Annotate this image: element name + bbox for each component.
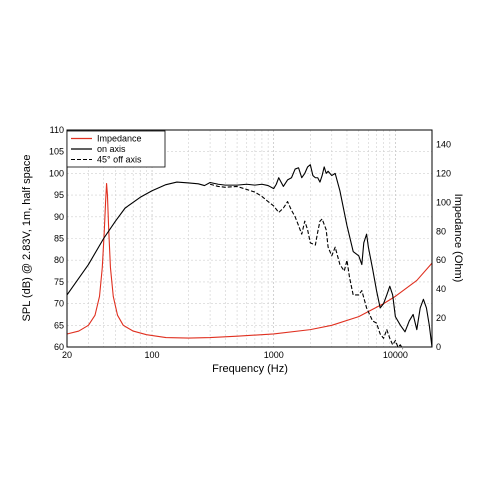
left-tick-label: 90 — [54, 212, 64, 222]
left-tick-label: 80 — [54, 255, 64, 265]
right-tick-label: 0 — [436, 342, 441, 352]
right-tick-label: 120 — [436, 168, 451, 178]
left-tick-label: 75 — [54, 277, 64, 287]
legend: Impedance on axis 45° off axis — [66, 130, 166, 168]
legend-label-off-axis: 45° off axis — [97, 155, 142, 165]
left-tick-label: 100 — [49, 168, 64, 178]
x-tick-label: 1000 — [264, 350, 284, 360]
x-tick-label: 20 — [62, 350, 72, 360]
left-tick-label: 105 — [49, 147, 64, 157]
right-tick-label: 60 — [436, 255, 446, 265]
left-tick-label: 85 — [54, 234, 64, 244]
x-tick-label: 10000 — [383, 350, 408, 360]
legend-label-impedance: Impedance — [97, 134, 142, 144]
series-line-45-off-axis — [209, 183, 404, 350]
right-axis-title: Impedance (Ohm) — [452, 194, 464, 283]
right-tick-label: 100 — [436, 197, 451, 207]
left-tick-label: 60 — [54, 342, 64, 352]
series-line-impedance — [66, 182, 433, 339]
left-tick-label: 70 — [54, 299, 64, 309]
left-tick-label: 95 — [54, 190, 64, 200]
series-line-on-axis — [66, 164, 433, 348]
ticks-layer: 60 65 70 75 80 85 90 95 100 105 110 0 20 40 60 80 100 120… — [49, 125, 451, 360]
left-axis-title: SPL (dB) @ 2.83V, 1m, half space — [21, 155, 33, 322]
legend-label-on-axis: on axis — [97, 144, 126, 154]
plot-frame — [66, 129, 433, 348]
left-tick-label: 110 — [50, 125, 64, 135]
right-tick-label: 40 — [436, 284, 446, 294]
right-tick-label: 140 — [436, 139, 451, 149]
left-tick-label: 65 — [54, 320, 64, 330]
right-tick-label: 20 — [436, 313, 446, 323]
series-layer — [66, 164, 433, 350]
x-tick-label: 100 — [145, 350, 160, 360]
x-axis-title: Frequency (Hz) — [212, 363, 288, 375]
right-tick-label: 80 — [436, 226, 446, 236]
